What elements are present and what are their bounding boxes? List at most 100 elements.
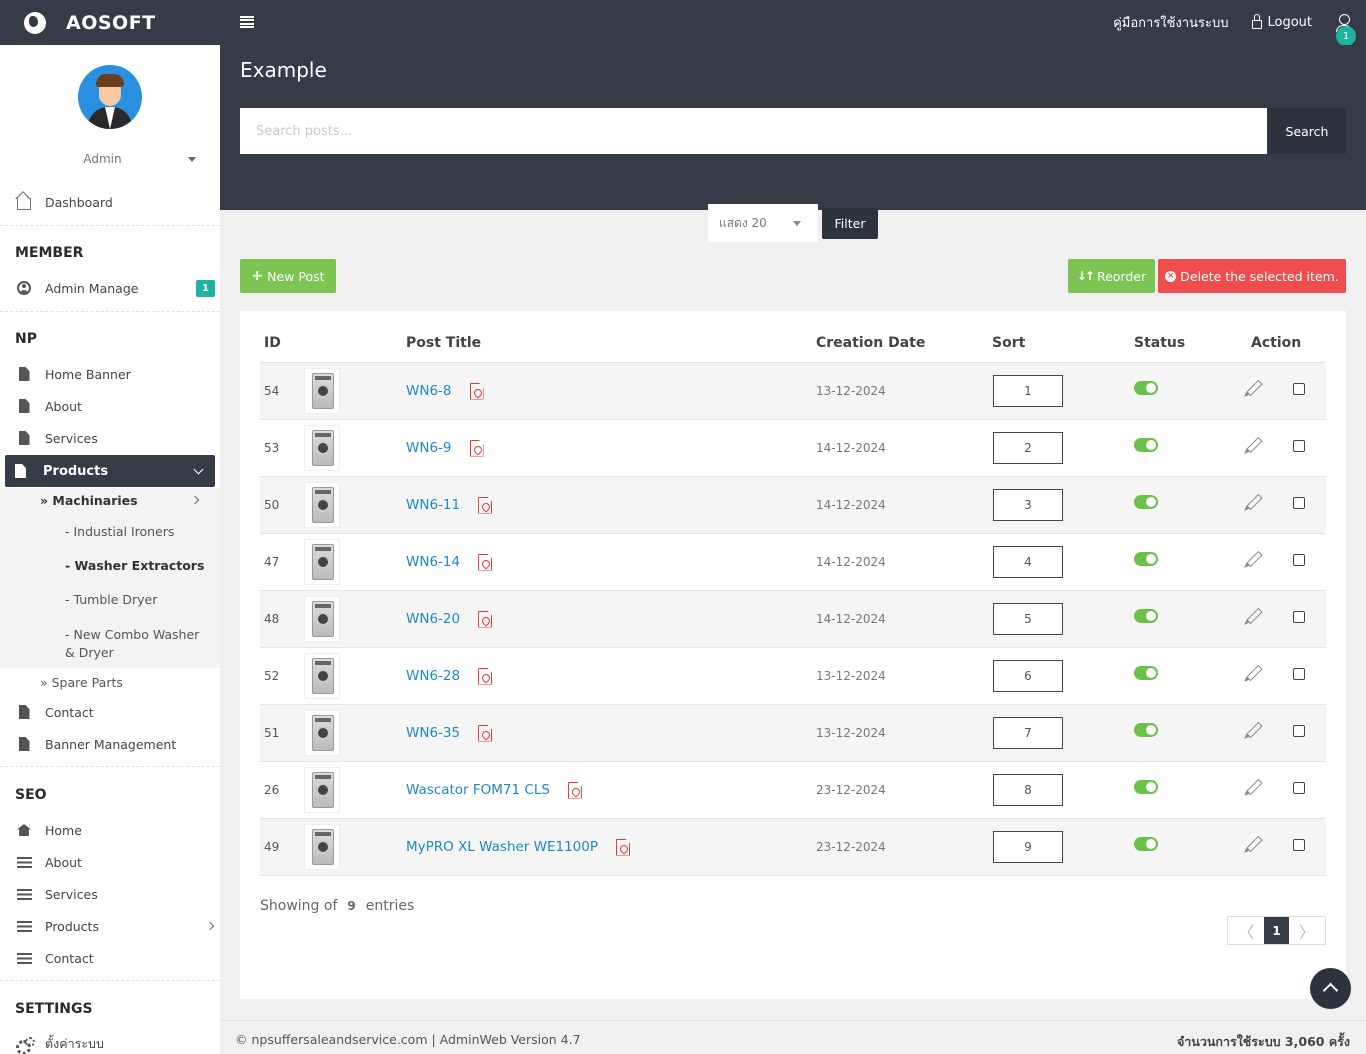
select-checkbox[interactable] (1293, 725, 1305, 737)
select-checkbox[interactable] (1293, 668, 1305, 680)
status-toggle[interactable] (1134, 381, 1158, 395)
sidebar-item-dashboard[interactable]: Dashboard (15, 188, 215, 216)
document-icon (18, 367, 30, 381)
sidebar-item-products[interactable]: Products (5, 455, 215, 487)
pdf-icon[interactable] (478, 610, 493, 628)
washer-image (312, 772, 334, 808)
sidebar-item-machinaries[interactable]: » Machinaries (40, 493, 138, 508)
sidebar-item-admin-manage[interactable]: Admin Manage 1 (15, 274, 215, 302)
edit-pencil-icon[interactable] (1246, 550, 1263, 568)
status-toggle[interactable] (1134, 552, 1158, 566)
post-title-link[interactable]: MyPRO XL Washer WE1100P (406, 839, 599, 855)
edit-pencil-icon[interactable] (1246, 607, 1263, 625)
sidebar-item-seo-products[interactable]: Products (15, 912, 215, 940)
creation-date: 14-12-2024 (816, 498, 886, 512)
brand[interactable]: AOSOFT (0, 0, 220, 45)
summary-prefix: Showing of (260, 898, 338, 914)
select-checkbox[interactable] (1293, 782, 1305, 794)
search-button[interactable]: Search (1268, 108, 1346, 154)
post-title-link[interactable]: WN6-11 (406, 497, 461, 513)
pdf-icon[interactable] (478, 724, 493, 742)
edit-pencil-icon[interactable] (1246, 778, 1263, 796)
new-post-button[interactable]: + New Post (240, 259, 336, 293)
edit-pencil-icon[interactable] (1246, 664, 1263, 682)
post-title-link[interactable]: Wascator FOM71 CLS (406, 782, 550, 798)
sidebar-item-contact[interactable]: Contact (15, 698, 215, 726)
delete-selected-button[interactable]: × Delete the selected item. (1158, 259, 1346, 293)
pdf-icon[interactable] (469, 382, 484, 400)
edit-pencil-icon[interactable] (1246, 721, 1263, 739)
sort-order-input[interactable]: 5 (993, 603, 1063, 635)
pdf-icon[interactable] (616, 838, 631, 856)
sidebar-item-services[interactable]: Services (15, 424, 215, 452)
select-checkbox[interactable] (1293, 497, 1305, 509)
prev-page-button[interactable]: 〈 (1238, 922, 1255, 942)
avatar[interactable] (78, 65, 142, 129)
sidebar-subitem-washer-extractors[interactable]: - Washer Extractors (65, 558, 205, 573)
sort-order-input[interactable]: 7 (993, 717, 1063, 749)
sidebar-subitem-combo[interactable]: - New Combo Washer & Dryer (65, 627, 200, 660)
creation-date: 23-12-2024 (816, 783, 886, 797)
sidebar-subitem-tumble-dryer[interactable]: - Tumble Dryer (65, 592, 158, 607)
page-1-button[interactable]: 1 (1264, 917, 1289, 944)
status-toggle[interactable] (1134, 837, 1158, 851)
sidebar-item-about[interactable]: About (15, 392, 215, 420)
menu-toggle-icon[interactable] (240, 16, 254, 28)
edit-pencil-icon[interactable] (1246, 835, 1263, 853)
post-title-link[interactable]: WN6-28 (406, 668, 461, 684)
post-title-link[interactable]: WN6-14 (406, 554, 461, 570)
status-toggle[interactable] (1134, 609, 1158, 623)
next-page-button[interactable]: 〉 (1298, 922, 1315, 942)
caret-down-icon[interactable] (188, 157, 196, 162)
status-toggle[interactable] (1134, 666, 1158, 680)
post-title-link[interactable]: WN6-20 (406, 611, 461, 627)
admin-name[interactable]: Admin (83, 152, 122, 166)
sidebar-item-settings[interactable]: ตั้งค่าระบบ (15, 1030, 215, 1054)
pdf-icon[interactable] (469, 439, 484, 457)
select-checkbox[interactable] (1293, 440, 1305, 452)
sort-order-input[interactable]: 9 (993, 831, 1063, 863)
edit-pencil-icon[interactable] (1246, 379, 1263, 397)
status-toggle[interactable] (1134, 723, 1158, 737)
post-title-link[interactable]: WN6-8 (406, 383, 452, 399)
post-title-link[interactable]: WN6-9 (406, 440, 452, 456)
pdf-icon[interactable] (478, 667, 493, 685)
sort-order-input[interactable]: 2 (993, 432, 1063, 464)
scroll-to-top-button[interactable] (1310, 968, 1351, 1009)
sort-order-input[interactable]: 1 (993, 375, 1063, 407)
filter-button[interactable]: Filter (822, 208, 878, 239)
manual-link[interactable]: คู่มือการใช้งานระบบ (1113, 16, 1229, 31)
status-toggle[interactable] (1134, 438, 1158, 452)
product-thumbnail (304, 710, 340, 756)
pdf-icon[interactable] (478, 553, 493, 571)
edit-pencil-icon[interactable] (1246, 436, 1263, 454)
sidebar-item-home-banner[interactable]: Home Banner (15, 360, 215, 388)
pdf-icon[interactable] (478, 496, 493, 514)
sidebar-item-spare-parts[interactable]: » Spare Parts (40, 675, 123, 690)
search-input[interactable] (240, 108, 1267, 154)
sort-order-input[interactable]: 8 (993, 774, 1063, 806)
status-toggle[interactable] (1134, 780, 1158, 794)
sidebar-item-banner-management[interactable]: Banner Management (15, 730, 215, 758)
sort-order-input[interactable]: 4 (993, 546, 1063, 578)
product-thumbnail (304, 482, 340, 528)
pdf-icon[interactable] (567, 781, 582, 799)
sidebar-item-seo-services[interactable]: Services (15, 880, 215, 908)
sort-order-input[interactable]: 6 (993, 660, 1063, 692)
sidebar-item-seo-about[interactable]: About (15, 848, 215, 876)
post-title-link[interactable]: WN6-35 (406, 725, 461, 741)
select-checkbox[interactable] (1293, 611, 1305, 623)
status-toggle[interactable] (1134, 495, 1158, 509)
select-checkbox[interactable] (1293, 383, 1305, 395)
select-checkbox[interactable] (1293, 839, 1305, 851)
sort-order-input[interactable]: 3 (993, 489, 1063, 521)
sidebar-item-seo-home[interactable]: Home (15, 816, 215, 844)
sidebar-subitem-ironers[interactable]: - Industial Ironers (65, 524, 175, 539)
sidebar-item-seo-contact[interactable]: Contact (15, 944, 215, 972)
show-count-value: แสดง 20 (719, 215, 767, 230)
logout-link[interactable]: Logout (1252, 14, 1312, 30)
show-count-select[interactable]: แสดง 20 (708, 204, 818, 242)
select-checkbox[interactable] (1293, 554, 1305, 566)
reorder-button[interactable]: ↓↑ Reorder (1068, 259, 1155, 293)
edit-pencil-icon[interactable] (1246, 493, 1263, 511)
